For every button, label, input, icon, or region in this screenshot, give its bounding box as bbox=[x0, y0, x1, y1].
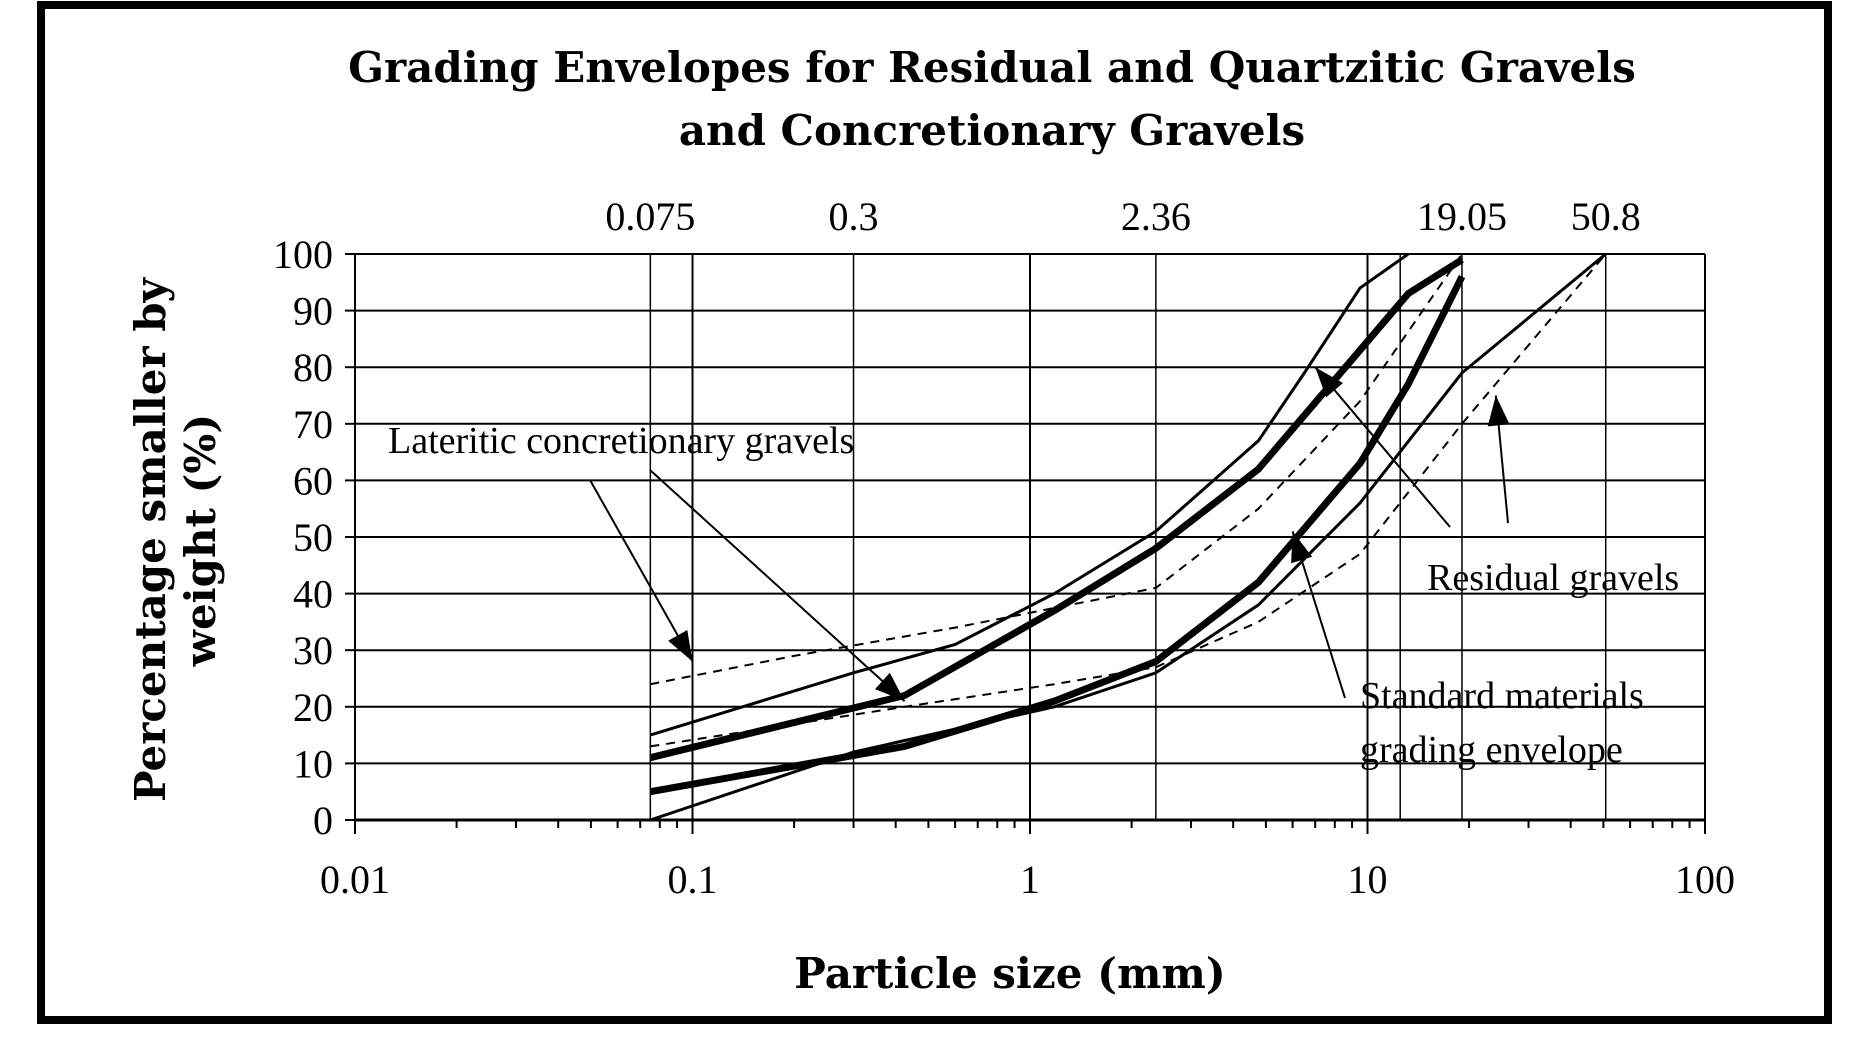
lateritic-arrow-2-line bbox=[649, 469, 906, 702]
lateritic-arrow-2-head bbox=[875, 672, 905, 702]
y-tick-label: 50 bbox=[293, 515, 333, 560]
sieve-size-label: 19.05 bbox=[1417, 194, 1507, 239]
y-tick-label: 30 bbox=[293, 628, 333, 673]
sieve-size-label: 2.36 bbox=[1121, 194, 1191, 239]
annotation-lateritic-label: Lateritic concretionary gravels bbox=[388, 420, 854, 462]
chart-title-line-2: and Concretionary Gravels bbox=[679, 106, 1305, 155]
sieve-size-label: 50.8 bbox=[1571, 194, 1641, 239]
y-tick-label: 80 bbox=[293, 345, 333, 390]
series-line-dashed bbox=[650, 253, 1463, 686]
series-line-thick bbox=[649, 256, 1464, 762]
grid-lines bbox=[354, 253, 1706, 822]
chart-title-line-1: Grading Envelopes for Residual and Quart… bbox=[348, 43, 1636, 92]
series-line-dashed bbox=[650, 253, 1607, 748]
series-line-thick bbox=[649, 275, 1466, 796]
x-tick-label: 0.01 bbox=[320, 857, 390, 902]
annotation-standard-label-line-2: grading envelope bbox=[1360, 729, 1623, 771]
y-tick-label: 100 bbox=[273, 232, 333, 277]
y-axis-title-line-1: Percentage smaller by bbox=[126, 276, 175, 802]
series-line-thin bbox=[649, 252, 1607, 822]
y-tick-label: 40 bbox=[293, 572, 333, 617]
lateritic-arrow-1-head bbox=[668, 630, 693, 662]
annotation-arrows bbox=[589, 366, 1510, 702]
sieve-size-label: 0.3 bbox=[829, 194, 879, 239]
y-tick-label: 70 bbox=[293, 402, 333, 447]
x-tick-label: 100 bbox=[1675, 857, 1735, 902]
y-tick-label: 0 bbox=[313, 798, 333, 843]
x-axis-title: Particle size (mm) bbox=[794, 949, 1225, 998]
x-tick-label: 10 bbox=[1348, 857, 1388, 902]
residual-arrow-1-head bbox=[1315, 367, 1343, 398]
y-tick-label: 90 bbox=[293, 289, 333, 334]
y-tick-label: 60 bbox=[293, 458, 333, 503]
series-line-thin bbox=[649, 252, 1410, 737]
x-tick-label: 0.1 bbox=[668, 857, 718, 902]
y-tick-label: 20 bbox=[293, 685, 333, 730]
standard-arrow-head bbox=[1291, 531, 1313, 564]
lateritic-arrow-1-line bbox=[589, 479, 694, 663]
annotation-labels: Lateritic concretionary gravels Residual… bbox=[388, 420, 1679, 771]
residual-arrow-1-line bbox=[1314, 366, 1451, 528]
figure-border bbox=[37, 1, 1832, 1024]
axis-titles: Particle size (mm) Percentage smaller by… bbox=[126, 276, 1226, 998]
sieve-size-label: 0.075 bbox=[605, 194, 695, 239]
y-axis-title-line-2: weight (%) bbox=[176, 414, 225, 667]
data-series bbox=[649, 252, 1607, 822]
y-tick-label: 10 bbox=[293, 741, 333, 786]
residual-arrow-2-head bbox=[1487, 395, 1510, 427]
x-tick-label: 1 bbox=[1020, 857, 1040, 902]
annotation-standard-label-line-1: Standard materials bbox=[1360, 675, 1644, 717]
axis-ticks: 0 10 20 30 40 50 60 70 80 90 100 0.01 0.1 1 10 100 0.075… bbox=[273, 194, 1735, 902]
annotation-residual-label: Residual gravels bbox=[1427, 557, 1679, 599]
